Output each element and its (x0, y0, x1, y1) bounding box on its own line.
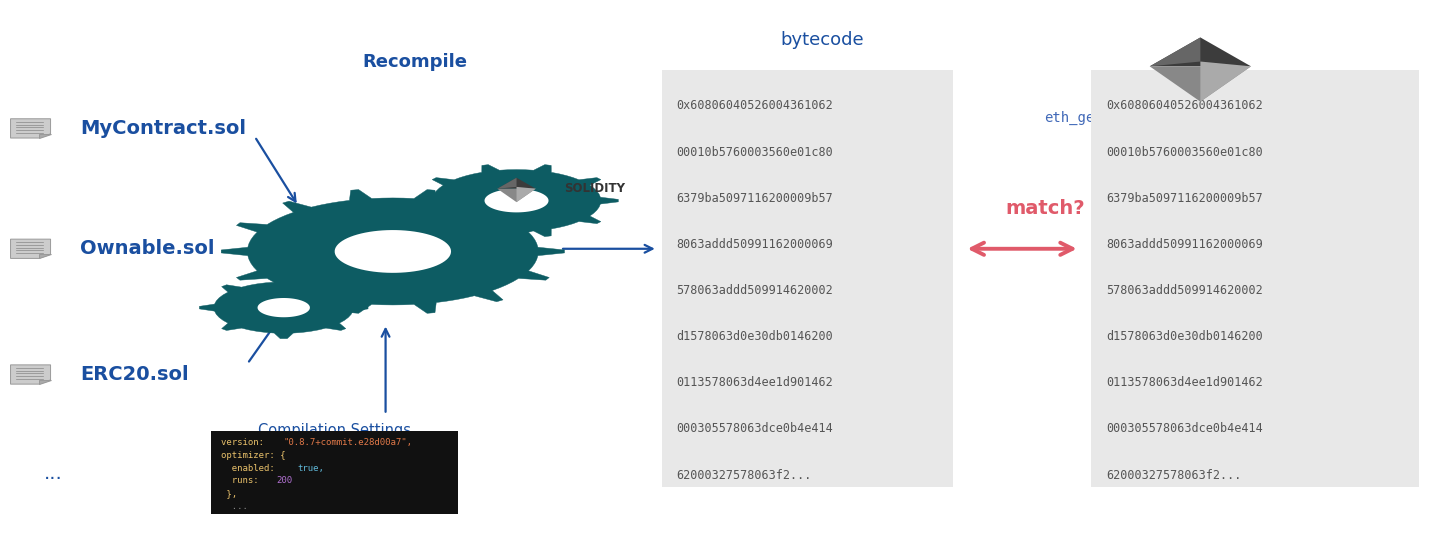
Polygon shape (258, 298, 310, 317)
Text: 578063addd509914620002: 578063addd509914620002 (1106, 284, 1263, 297)
Text: ERC20.sol: ERC20.sol (80, 365, 189, 384)
Text: 0x60806040526004361062: 0x60806040526004361062 (677, 100, 834, 112)
Text: ...: ... (44, 464, 63, 483)
Polygon shape (39, 134, 51, 138)
Text: 0113578063d4ee1d901462: 0113578063d4ee1d901462 (677, 376, 834, 389)
Text: Compilation Settings: Compilation Settings (258, 423, 412, 438)
Polygon shape (10, 365, 51, 384)
Polygon shape (39, 380, 51, 384)
Polygon shape (498, 178, 535, 189)
Text: 578063addd509914620002: 578063addd509914620002 (677, 284, 834, 297)
Text: MyContract.sol: MyContract.sol (80, 119, 246, 138)
Polygon shape (1149, 66, 1251, 102)
Text: 000305578063dce0b4e414: 000305578063dce0b4e414 (1106, 423, 1263, 435)
Text: d1578063d0e30db0146200: d1578063d0e30db0146200 (677, 330, 834, 343)
Text: eth_getCode(“0xF287238d...82B7C84A14E”): eth_getCode(“0xF287238d...82B7C84A14E”) (1045, 111, 1371, 125)
Text: 000305578063dce0b4e414: 000305578063dce0b4e414 (677, 423, 834, 435)
Polygon shape (517, 187, 535, 202)
Text: runs:: runs: (221, 477, 265, 485)
Text: true,: true, (297, 464, 324, 472)
Text: 0x60806040526004361062: 0x60806040526004361062 (1106, 100, 1263, 112)
Text: match?: match? (1005, 199, 1084, 218)
Text: d1578063d0e30db0146200: d1578063d0e30db0146200 (1106, 330, 1263, 343)
Polygon shape (498, 178, 517, 189)
Text: 62000327578063f2...: 62000327578063f2... (1106, 469, 1241, 482)
Polygon shape (10, 239, 51, 258)
Text: 0113578063d4ee1d901462: 0113578063d4ee1d901462 (1106, 376, 1263, 389)
FancyBboxPatch shape (1091, 70, 1419, 487)
Text: 8063addd50991162000069: 8063addd50991162000069 (677, 238, 834, 251)
Polygon shape (1200, 62, 1251, 102)
Text: 00010b5760003560e01c80: 00010b5760003560e01c80 (677, 146, 834, 158)
Text: ...: ... (221, 502, 247, 511)
Polygon shape (485, 189, 549, 212)
Text: SOLIDITY: SOLIDITY (565, 182, 626, 195)
Text: 6379ba5097116200009b57: 6379ba5097116200009b57 (1106, 192, 1263, 205)
Polygon shape (415, 165, 618, 236)
Text: version:: version: (221, 438, 269, 447)
Text: Ownable.sol: Ownable.sol (80, 239, 214, 258)
Polygon shape (1149, 37, 1251, 66)
Text: enabled:: enabled: (221, 464, 281, 472)
Text: "0.8.7+commit.e28d00a7",: "0.8.7+commit.e28d00a7", (284, 438, 412, 447)
Text: Recompile: Recompile (362, 52, 467, 71)
FancyBboxPatch shape (662, 70, 953, 487)
Polygon shape (221, 189, 565, 314)
Polygon shape (199, 277, 368, 339)
Text: 200: 200 (276, 477, 292, 485)
Text: 00010b5760003560e01c80: 00010b5760003560e01c80 (1106, 146, 1263, 158)
Text: },: }, (221, 490, 237, 498)
Text: 8063addd50991162000069: 8063addd50991162000069 (1106, 238, 1263, 251)
Polygon shape (1149, 37, 1200, 66)
Text: bytecode: bytecode (780, 31, 864, 49)
Polygon shape (39, 254, 51, 258)
Text: 6379ba5097116200009b57: 6379ba5097116200009b57 (677, 192, 834, 205)
Text: optimizer: {: optimizer: { (221, 451, 285, 460)
Text: 62000327578063f2...: 62000327578063f2... (677, 469, 812, 482)
FancyBboxPatch shape (211, 431, 458, 514)
Polygon shape (10, 119, 51, 138)
Polygon shape (335, 230, 451, 273)
Polygon shape (498, 189, 535, 202)
